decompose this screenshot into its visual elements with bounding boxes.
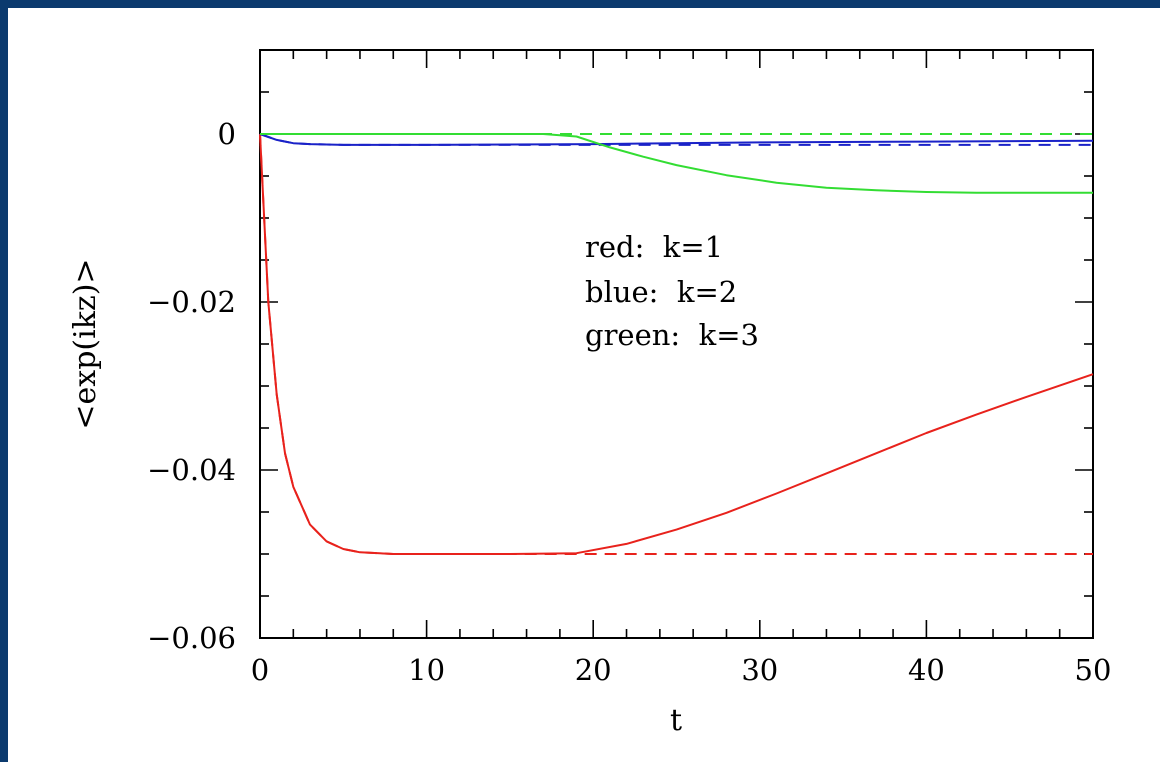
y-axis-label: <exp(ikz)> bbox=[68, 258, 103, 429]
data-lines bbox=[259, 133, 1094, 555]
x-tick-label: 40 bbox=[908, 653, 945, 687]
x-tick-label: 20 bbox=[575, 653, 612, 687]
y-tick-label: 0 bbox=[218, 117, 236, 151]
x-tick-label: 10 bbox=[408, 653, 445, 687]
series-line-blue-dashed bbox=[259, 133, 1093, 146]
axis-tick-labels: 0 10 20 30 40 50 0 −0.02 −0.04 −0.06 bbox=[147, 117, 1111, 687]
axis-ticks bbox=[259, 49, 1094, 639]
series-line-red-dashed bbox=[259, 133, 1093, 555]
annotation-green: green: k=3 bbox=[585, 318, 759, 352]
annotation-red: red: k=1 bbox=[585, 230, 723, 264]
x-tick-label: 30 bbox=[741, 653, 778, 687]
legend-annotation: red: k=1 blue: k=2 green: k=3 bbox=[585, 230, 759, 352]
x-tick-label: 0 bbox=[251, 653, 269, 687]
series-line-green-solid bbox=[260, 133, 1093, 194]
x-tick-label: 50 bbox=[1075, 653, 1112, 687]
y-tick-label: −0.06 bbox=[147, 621, 236, 655]
series-line-blue-solid bbox=[259, 133, 1094, 146]
x-axis-label: t bbox=[670, 703, 682, 738]
y-tick-label: −0.04 bbox=[147, 453, 236, 487]
y-tick-label: −0.02 bbox=[147, 285, 236, 319]
annotation-blue: blue: k=2 bbox=[585, 275, 737, 309]
